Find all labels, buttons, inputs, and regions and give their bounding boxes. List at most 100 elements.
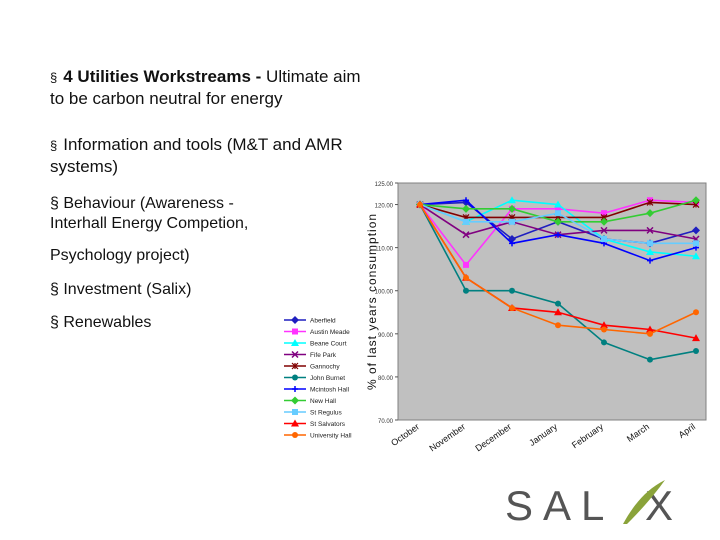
legend-label: St Salvators	[310, 421, 346, 428]
consumption-line-chart: 70.00 80.00 90.00 100.00 110.00 120.00 125.00%…	[284, 182, 707, 453]
data-point	[692, 252, 700, 260]
sub-bullet-behaviour: § Behaviour (Awareness - Interhall Energ…	[50, 194, 248, 234]
sub-bullet-text: Behaviour (Awareness -	[63, 195, 234, 212]
data-point	[554, 308, 562, 316]
x-tick-label: November	[427, 421, 467, 453]
y-tick-label: 70.00	[378, 419, 394, 425]
series-university-hall	[417, 201, 699, 337]
data-point	[646, 198, 654, 206]
data-point	[292, 328, 298, 335]
data-point	[555, 322, 561, 329]
data-point	[463, 218, 469, 225]
data-point	[291, 396, 299, 405]
bullet-text-line2: systems)	[50, 157, 118, 176]
legend-label: Fife Park	[310, 352, 337, 359]
legend-label: John Burnet	[310, 375, 345, 382]
data-point	[292, 374, 298, 381]
data-point	[291, 339, 299, 346]
data-point	[693, 348, 699, 355]
data-point	[292, 432, 298, 438]
bullet-square-icon: §	[50, 195, 59, 212]
sub-bullet-text: Investment (Salix)	[63, 281, 192, 298]
bullet-information-tools: § Information and tools (M&T and AMR syst…	[50, 134, 343, 177]
data-point	[693, 240, 699, 247]
sub-bullet-text: Psychology project)	[50, 247, 190, 264]
x-tick-label: October	[389, 421, 421, 448]
legend-label: Beane Court	[310, 341, 347, 348]
data-point	[508, 196, 516, 204]
data-point	[555, 205, 561, 212]
bullet-square-icon: §	[50, 70, 58, 85]
data-point	[509, 218, 515, 225]
data-point	[292, 386, 298, 392]
data-point	[600, 217, 608, 226]
legend-label: University Hall	[310, 433, 352, 440]
data-point	[554, 200, 562, 208]
leaf-icon	[623, 480, 665, 524]
legend-label: Aberfield	[310, 318, 336, 325]
data-point	[647, 356, 653, 363]
salix-logo: SAL X	[505, 480, 683, 528]
data-point	[646, 325, 654, 333]
bullet-text: Ultimate aim	[261, 67, 361, 86]
data-point	[601, 339, 607, 346]
data-point	[693, 309, 699, 316]
data-point	[601, 326, 607, 333]
data-point	[463, 261, 469, 268]
sub-bullet-investment: § Investment (Salix)	[50, 280, 191, 300]
data-point	[692, 226, 700, 235]
legend-label: New Hall	[310, 398, 337, 405]
legend: Aberfield Austin Meade Beane Court Fife Par…	[284, 316, 352, 440]
data-point	[692, 334, 700, 342]
sub-bullet-text: Renewables	[63, 314, 152, 331]
data-point	[646, 226, 654, 234]
x-tick-label: April	[677, 421, 697, 440]
data-point	[555, 231, 561, 238]
bullet-text: Information and tools (M&T and AMR	[63, 135, 343, 154]
y-tick-label: 120.00	[375, 204, 394, 210]
data-point	[646, 247, 654, 255]
x-tick-label: March	[625, 421, 651, 444]
data-point	[647, 240, 653, 247]
data-point	[462, 231, 470, 239]
bullet-text-line2: to be carbon neutral for energy	[50, 89, 283, 108]
data-point	[291, 316, 299, 324]
bullet-square-icon: §	[50, 138, 58, 153]
data-point	[600, 321, 608, 329]
data-point	[646, 209, 654, 218]
x-tick-label: January	[527, 421, 559, 448]
data-point	[600, 226, 608, 234]
data-point	[601, 236, 607, 243]
bullet-utilities-workstreams: § 4 Utilities Workstreams - Ultimate aim …	[50, 66, 361, 109]
data-point	[463, 287, 469, 294]
sub-bullet-text-line2: Interhall Energy Competion,	[50, 215, 249, 232]
data-point	[292, 409, 298, 415]
legend-label: St Regulus	[310, 410, 343, 417]
bullet-bold-text: 4 Utilities Workstreams -	[63, 67, 262, 86]
data-point	[555, 210, 561, 217]
data-point	[647, 257, 653, 264]
y-axis-label: % of last years consumption	[365, 213, 379, 390]
data-point	[508, 235, 516, 244]
data-point	[291, 419, 299, 427]
data-point	[417, 201, 423, 208]
bullet-square-icon: §	[50, 281, 59, 298]
data-point	[463, 274, 469, 281]
data-point	[554, 217, 562, 226]
sub-bullet-renewables: § Renewables	[50, 313, 151, 333]
data-point	[692, 196, 700, 205]
y-tick-label: 90.00	[378, 333, 394, 339]
y-tick-label: 125.00	[375, 182, 394, 188]
bullet-square-icon: §	[50, 314, 59, 331]
y-tick-label: 80.00	[378, 376, 394, 382]
data-point	[291, 362, 299, 370]
data-point	[508, 204, 516, 213]
data-point	[601, 210, 607, 217]
logo-letter-x: X	[645, 482, 683, 528]
data-point	[509, 240, 515, 247]
x-tick-label: February	[570, 421, 606, 450]
data-point	[647, 330, 653, 337]
data-point	[462, 204, 470, 213]
data-point	[291, 350, 299, 359]
x-tick-label: December	[473, 421, 513, 453]
